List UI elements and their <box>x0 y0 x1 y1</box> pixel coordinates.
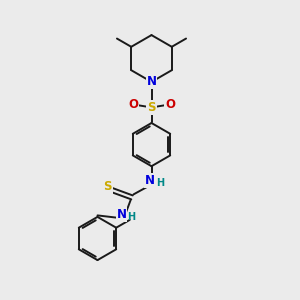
Text: O: O <box>165 98 175 112</box>
Text: H: H <box>156 178 164 188</box>
Text: N: N <box>146 75 157 88</box>
Text: S: S <box>147 101 156 114</box>
Text: N: N <box>116 208 127 221</box>
Text: N: N <box>145 174 155 187</box>
Text: H: H <box>127 212 136 222</box>
Text: O: O <box>128 98 138 112</box>
Text: S: S <box>103 180 112 194</box>
